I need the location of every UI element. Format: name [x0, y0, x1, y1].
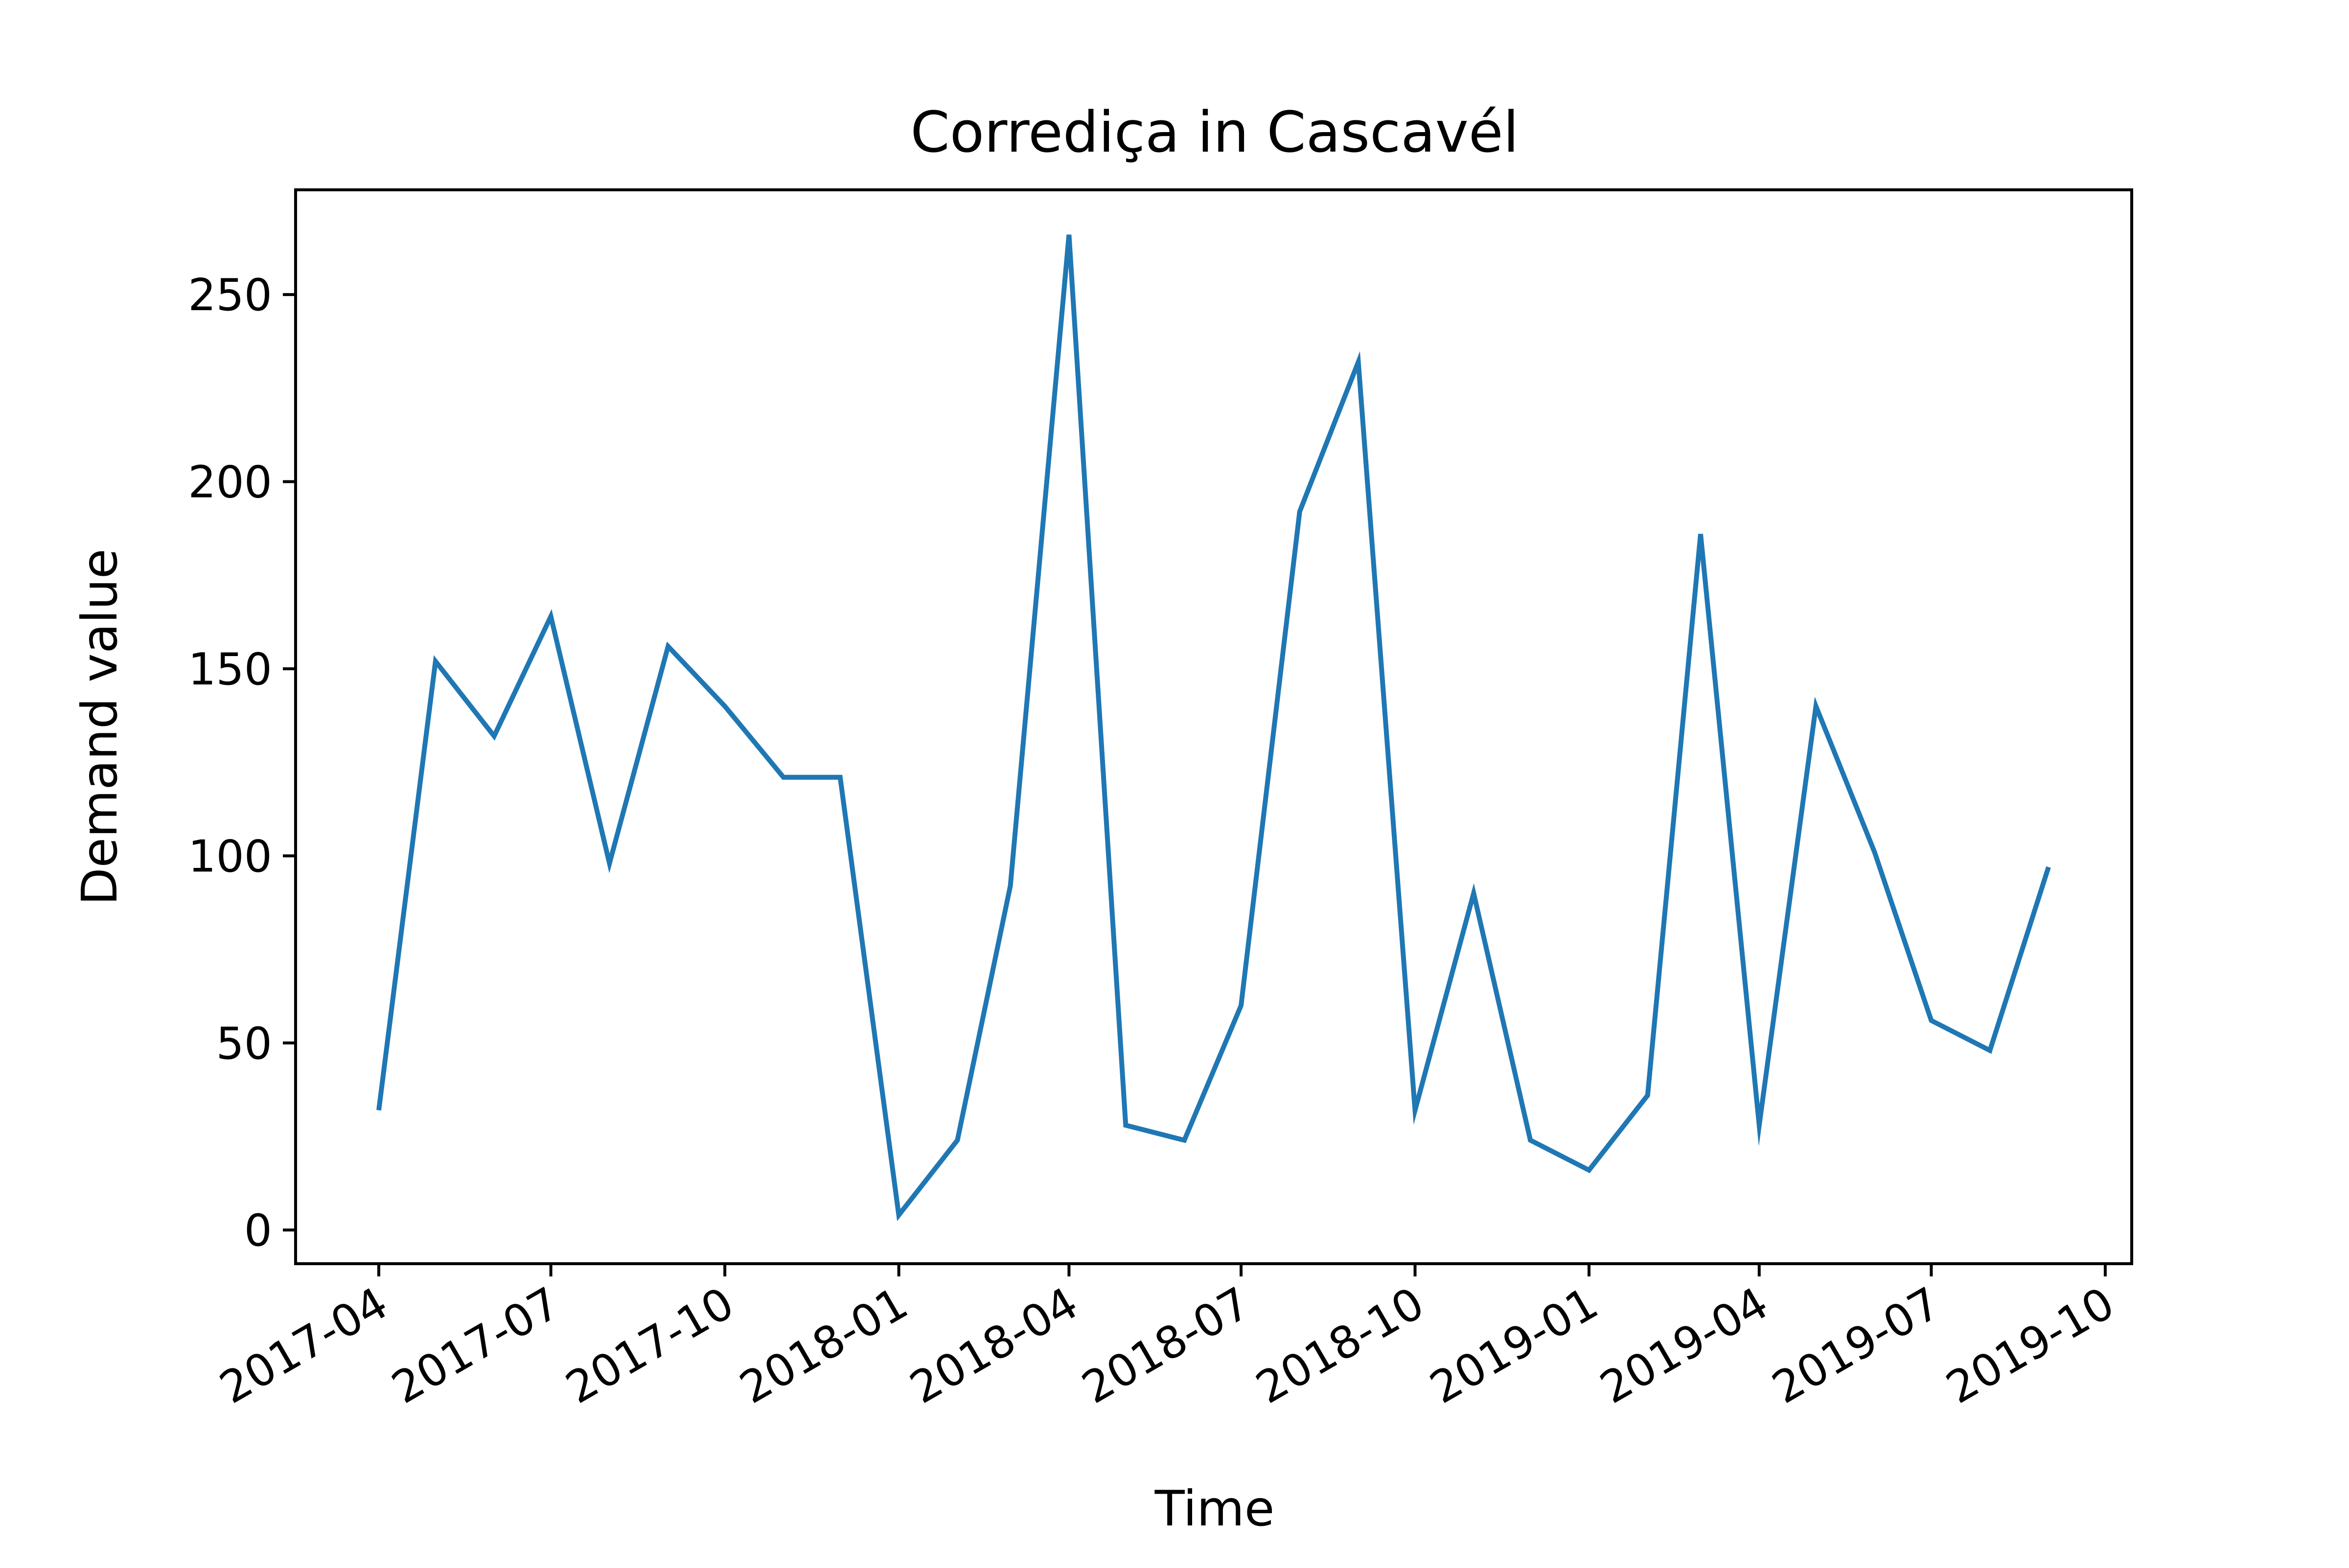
y-axis: 0 50 100 150 200 250 [188, 270, 296, 1256]
y-axis-label: Demand value [71, 548, 128, 905]
x-axis-label: Time [1154, 1480, 1275, 1537]
y-tick-label: 250 [188, 270, 272, 321]
y-tick-label: 200 [188, 457, 272, 508]
y-tick-label: 50 [216, 1018, 272, 1069]
y-tick-label: 100 [188, 831, 272, 882]
series-layer [376, 234, 2051, 1222]
plot-frame [294, 188, 2133, 1265]
chart-title: Corrediça in Cascavél [910, 100, 1519, 165]
series-line-0 [376, 234, 2051, 1222]
y-tick-label: 0 [244, 1205, 272, 1256]
y-tick-label: 150 [188, 644, 272, 695]
